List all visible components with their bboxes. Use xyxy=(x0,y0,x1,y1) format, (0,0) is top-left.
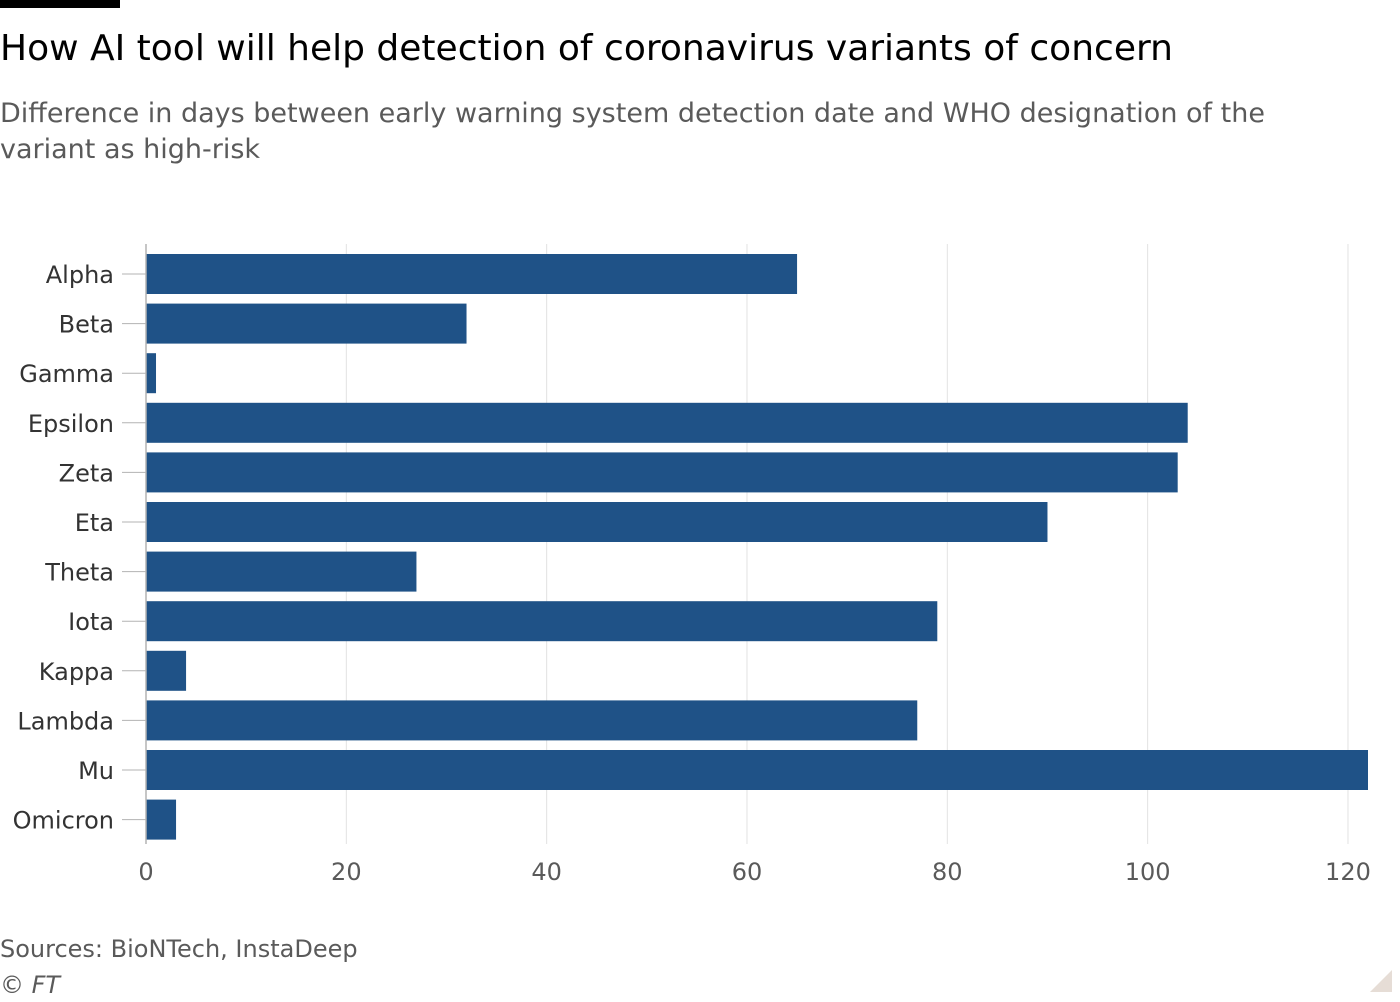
category-label: Eta xyxy=(75,509,114,537)
category-label: Kappa xyxy=(39,658,114,686)
bar xyxy=(146,750,1368,790)
category-label: Mu xyxy=(78,757,114,785)
chart-subtitle: Difference in days between early warning… xyxy=(0,98,1265,165)
x-tick-label: 100 xyxy=(1125,858,1171,886)
x-tick-label: 60 xyxy=(732,858,763,886)
category-label: Iota xyxy=(68,608,114,636)
bar xyxy=(146,502,1048,542)
category-label: Gamma xyxy=(19,360,114,388)
top-rule xyxy=(0,0,120,8)
category-label: Epsilon xyxy=(28,410,114,438)
x-tick-label: 120 xyxy=(1325,858,1371,886)
category-label: Omicron xyxy=(13,807,114,835)
bar xyxy=(146,303,467,344)
bar xyxy=(146,402,1188,443)
x-tick-label: 0 xyxy=(138,858,153,886)
bar xyxy=(146,551,417,592)
bar xyxy=(146,452,1178,493)
x-tick-label: 80 xyxy=(932,858,963,886)
bar xyxy=(146,353,157,394)
x-tick-label: 20 xyxy=(331,858,362,886)
category-label: Zeta xyxy=(59,459,114,487)
copyright-note: © FT xyxy=(0,971,61,999)
chart-title: How AI tool will help detection of coron… xyxy=(0,28,1173,69)
category-label: Lambda xyxy=(17,707,114,735)
bar-chart: 0 20 40 60 80 100 120 Alpha Beta Gamma Epsilon Zeta… xyxy=(13,244,1371,886)
bar xyxy=(146,799,177,840)
x-tick-label: 40 xyxy=(531,858,562,886)
category-label: Alpha xyxy=(46,261,114,289)
category-label: Theta xyxy=(44,559,114,587)
bar xyxy=(146,650,187,691)
bar xyxy=(146,254,798,294)
category-label: Beta xyxy=(59,311,114,339)
corner-fold-icon xyxy=(1370,970,1392,992)
source-note: Sources: BioNTech, InstaDeep xyxy=(0,935,358,963)
bar xyxy=(146,700,918,741)
bar xyxy=(146,601,938,642)
